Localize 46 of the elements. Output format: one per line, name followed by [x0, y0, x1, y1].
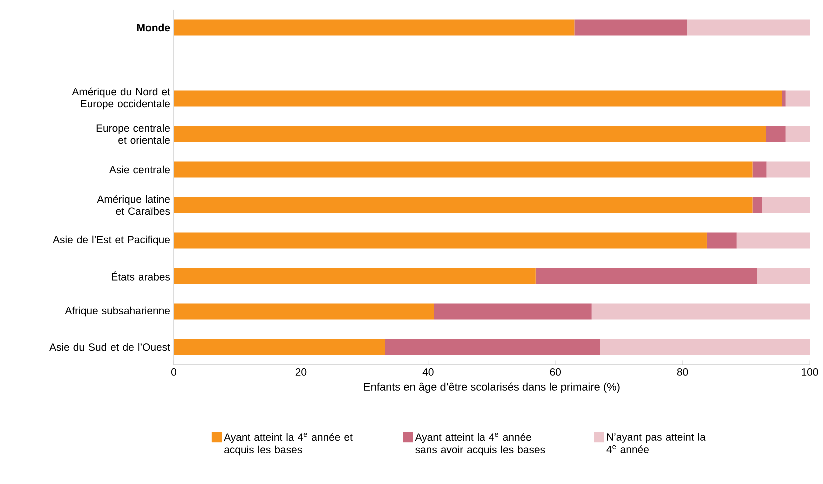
bar	[174, 339, 386, 356]
bar	[385, 339, 600, 356]
bar	[687, 20, 810, 36]
legend-label: N’ayant pas atteint la 4$^{e}$ année	[606, 433, 706, 454]
y-tick-label: États arabes	[112, 272, 170, 281]
x-tick-label: 100	[802, 368, 818, 376]
bar	[574, 20, 688, 36]
bar	[786, 126, 810, 142]
bar	[786, 90, 810, 107]
bar	[766, 162, 810, 178]
bar	[752, 162, 767, 178]
bar	[600, 339, 810, 356]
legend-label: Ayant atteint la 4$^{e}$ année sans avoir acquis les bases	[415, 433, 546, 456]
bar	[174, 162, 753, 178]
bar	[752, 197, 762, 214]
y-tick-label: Europe centrale et orientale	[96, 124, 170, 144]
y-tick-label: Afrique subsaharienne	[65, 306, 170, 317]
x-tick-label: 80	[677, 368, 688, 376]
bar	[757, 268, 810, 284]
y-tick-label: Asie de l’Est et Pacifique	[53, 236, 170, 246]
y-tick-label: Amérique latine et Caraïbes	[97, 195, 170, 216]
bar	[592, 304, 810, 320]
x-tick-label: 60	[550, 368, 562, 376]
x-axis-title: Enfants en âge d’être scolarisés dans le primaire (%)	[364, 382, 620, 394]
bar	[174, 90, 782, 107]
bar	[174, 126, 766, 142]
bar	[174, 20, 575, 36]
bar	[536, 268, 758, 284]
bar	[762, 197, 810, 214]
y-tick-label: Monde	[137, 24, 170, 32]
bar	[706, 232, 737, 249]
bar	[736, 232, 810, 249]
bar	[174, 268, 536, 284]
bar	[174, 232, 707, 249]
x-tick-label: 20	[296, 368, 307, 376]
bar	[434, 304, 592, 320]
x-tick-label: 0	[172, 368, 177, 376]
bar	[174, 304, 434, 320]
x-tick-label: 40	[422, 368, 434, 376]
bar	[782, 90, 786, 107]
bar	[766, 126, 786, 142]
y-tick-label: Asie centrale	[109, 166, 170, 174]
y-tick-label: Amérique du Nord et Europe occidentale	[72, 88, 170, 110]
y-tick-label: Asie du Sud et de l’Ouest	[50, 343, 170, 352]
legend-label: Ayant atteint la 4$^{e}$ année et acquis les bases	[224, 433, 353, 456]
bar	[174, 197, 753, 214]
